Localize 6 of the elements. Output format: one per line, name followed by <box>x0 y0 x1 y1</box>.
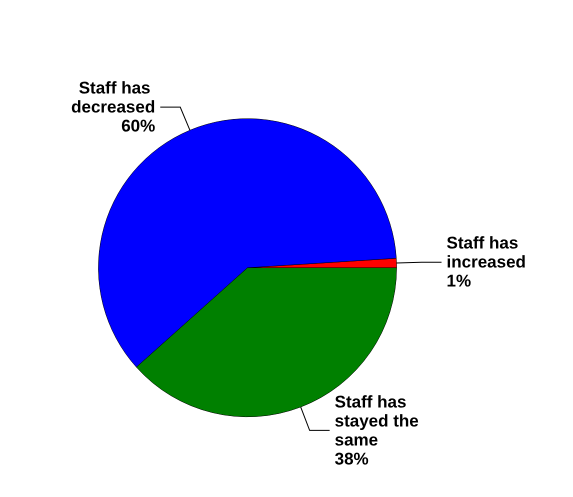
data-label: 38% <box>334 449 369 468</box>
slice-label: Staff has decreased <box>71 78 156 117</box>
slice-label: Staff has stayed the same <box>334 392 424 450</box>
data-label: 60% <box>121 116 156 136</box>
slice-label: Staff has increased <box>446 234 526 272</box>
data-label: 1% <box>446 272 472 291</box>
